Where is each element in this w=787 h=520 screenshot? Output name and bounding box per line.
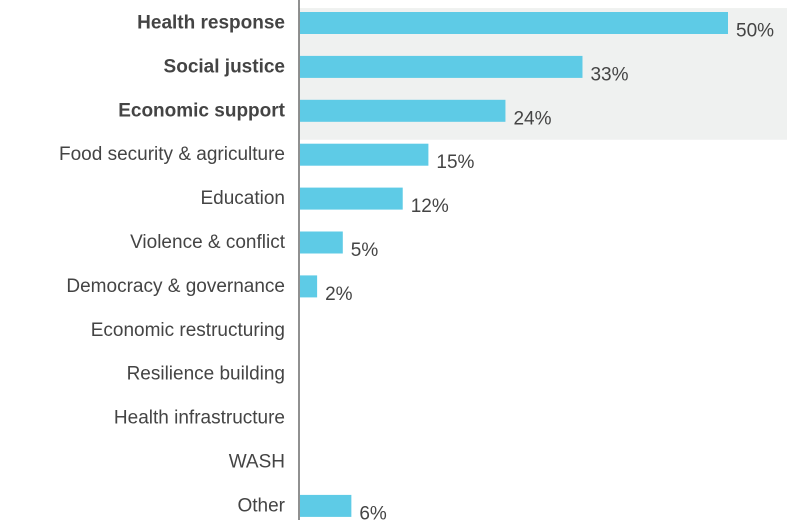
category-labels-layer: Health response Social justice Economic su…	[59, 13, 286, 517]
value-label-economic-support: 24%	[513, 108, 551, 129]
value-label-education: 12%	[411, 196, 449, 217]
bar-violence-and-conflict	[300, 231, 343, 254]
bar-other	[300, 494, 352, 517]
category-label-education: Education	[200, 188, 285, 209]
category-label-economic-restructuring: Economic restructuring	[91, 320, 285, 341]
category-label-other: Other	[237, 495, 285, 516]
value-labels-layer: 50% 33% 24% 15% 12% 5% 2% 6%	[325, 21, 774, 520]
bar-food-security-and-agriculture	[300, 143, 429, 166]
value-label-food-security-and-agriculture: 15%	[436, 152, 474, 173]
value-label-other: 6%	[359, 503, 387, 520]
bar-health-response	[300, 12, 728, 34]
bar-social-justice	[300, 55, 583, 78]
value-label-violence-and-conflict: 5%	[351, 240, 379, 261]
bar-democracy-and-governance	[300, 275, 318, 298]
value-label-social-justice: 33%	[590, 64, 628, 85]
category-label-democracy-and-governance: Democracy & governance	[66, 276, 285, 297]
bar-education	[300, 187, 403, 210]
value-label-democracy-and-governance: 2%	[325, 284, 353, 305]
category-label-social-justice: Social justice	[164, 56, 285, 77]
category-label-health-response: Health response	[137, 13, 285, 34]
bar-economic-support	[300, 99, 506, 122]
category-label-economic-support: Economic support	[118, 100, 285, 121]
category-label-resilience-building: Resilience building	[127, 364, 285, 385]
bars-layer	[300, 12, 728, 517]
category-label-violence-and-conflict: Violence & conflict	[130, 232, 286, 253]
value-label-health-response: 50%	[736, 21, 774, 42]
category-label-wash: WASH	[229, 452, 285, 473]
category-label-health-infrastructure: Health infrastructure	[114, 408, 285, 429]
category-label-food-security-and-agriculture: Food security & agriculture	[59, 144, 285, 165]
